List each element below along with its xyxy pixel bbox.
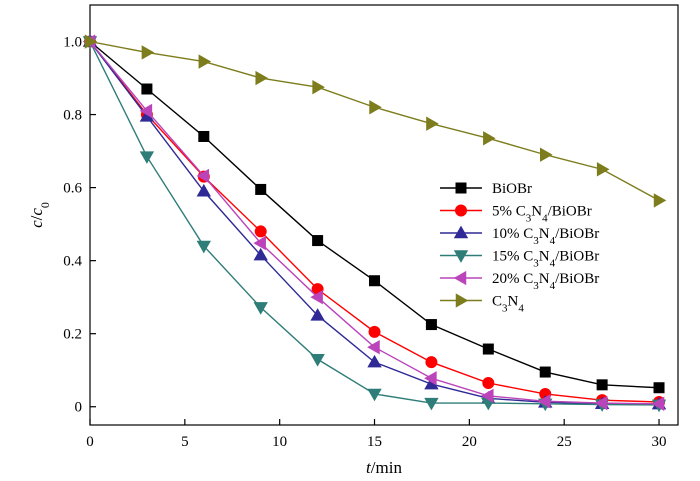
data-point [139, 103, 153, 119]
data-point [369, 100, 382, 115]
series-line [89, 40, 660, 202]
legend-item: 20% C3N4/BiOBr [440, 270, 599, 292]
data-point [253, 235, 266, 251]
data-point [254, 225, 267, 238]
data-point [198, 130, 210, 142]
data-point [196, 168, 210, 184]
legend-label: 10% C3N4/BiOBr [492, 226, 599, 247]
data-point [539, 366, 551, 378]
y-tick-label: 0.4 [63, 254, 82, 270]
data-point [424, 371, 437, 386]
data-point [367, 354, 382, 368]
legend-label: 15% C3N4/BiOBr [492, 249, 599, 270]
data-point [425, 319, 437, 331]
y-axis-label: c/c0 [27, 202, 52, 228]
plot-frame [89, 4, 679, 426]
legend-marker [453, 270, 467, 286]
data-point [310, 354, 325, 367]
data-point [141, 45, 155, 60]
y-tick-label: 1.0 [63, 35, 82, 51]
x-tick-label: 10 [272, 434, 287, 450]
x-tick-label: 20 [462, 434, 477, 450]
data-point [253, 302, 268, 315]
series-5 [84, 34, 667, 208]
axis-ticks: 0 5 10 15 20 25 30 0 0.2 0.4 0.6 0.8 1.0 [63, 35, 666, 450]
data-point [594, 395, 608, 411]
data-point [369, 275, 381, 287]
legend-item: 10% C3N4/BiOBr [440, 225, 599, 247]
data-point [539, 147, 553, 162]
data-point [483, 131, 496, 146]
series-4 [82, 34, 665, 412]
legend-item: 5% C3N4/BiOBr [440, 204, 592, 225]
data-point [651, 396, 665, 412]
x-tick-label: 30 [652, 434, 667, 450]
data-point [537, 394, 551, 409]
data-point [653, 193, 667, 208]
data-point [255, 70, 269, 86]
data-point [198, 54, 212, 69]
data-point [368, 325, 381, 338]
data-point [253, 247, 268, 261]
series-2 [82, 34, 667, 410]
y-tick-label: 0 [75, 400, 83, 416]
y-tick-label: 0.2 [63, 327, 82, 343]
data-point [255, 183, 267, 195]
legend-label: BiOBr [492, 181, 532, 197]
x-tick-label: 15 [367, 434, 382, 450]
data-point [482, 377, 495, 389]
data-point [482, 343, 494, 355]
data-point [367, 340, 380, 355]
data-point [312, 79, 325, 95]
data-point [596, 162, 610, 177]
series-1 [84, 35, 666, 408]
data-point [310, 289, 323, 305]
legend-label: 5% C3N4/BiOBr [492, 204, 592, 225]
x-tick-label: 5 [181, 434, 189, 450]
legend-marker [455, 293, 469, 308]
data-point [480, 388, 494, 403]
data-point [596, 379, 608, 391]
y-tick-label: 0.8 [63, 108, 82, 124]
x-axis-label: t/min [366, 458, 402, 477]
legend-marker [455, 182, 467, 194]
data-point [196, 240, 211, 254]
series-layer [82, 34, 667, 413]
data-point [310, 308, 325, 321]
data-point [141, 83, 153, 95]
legend-item: 15% C3N4/BiOBr [440, 249, 599, 270]
legend-label: 20% C3N4/BiOBr [492, 271, 599, 292]
legend-item: C3N4 [440, 293, 524, 315]
data-point [426, 116, 439, 131]
data-point [653, 382, 665, 394]
data-point [196, 183, 211, 197]
data-point [312, 235, 324, 247]
data-point [425, 356, 438, 369]
legend-label: C3N4 [492, 294, 524, 315]
x-tick-label: 25 [557, 434, 572, 450]
series-0 [84, 36, 665, 394]
data-point [84, 34, 98, 49]
legend-marker [453, 250, 469, 263]
legend-marker [453, 225, 469, 239]
data-point [367, 388, 382, 402]
data-point [139, 151, 155, 164]
legend-marker [455, 204, 467, 217]
y-tick-label: 0.6 [63, 181, 82, 197]
x-tick-label: 0 [86, 434, 94, 450]
legend-item: BiOBr [440, 181, 532, 197]
data-point [424, 397, 439, 411]
